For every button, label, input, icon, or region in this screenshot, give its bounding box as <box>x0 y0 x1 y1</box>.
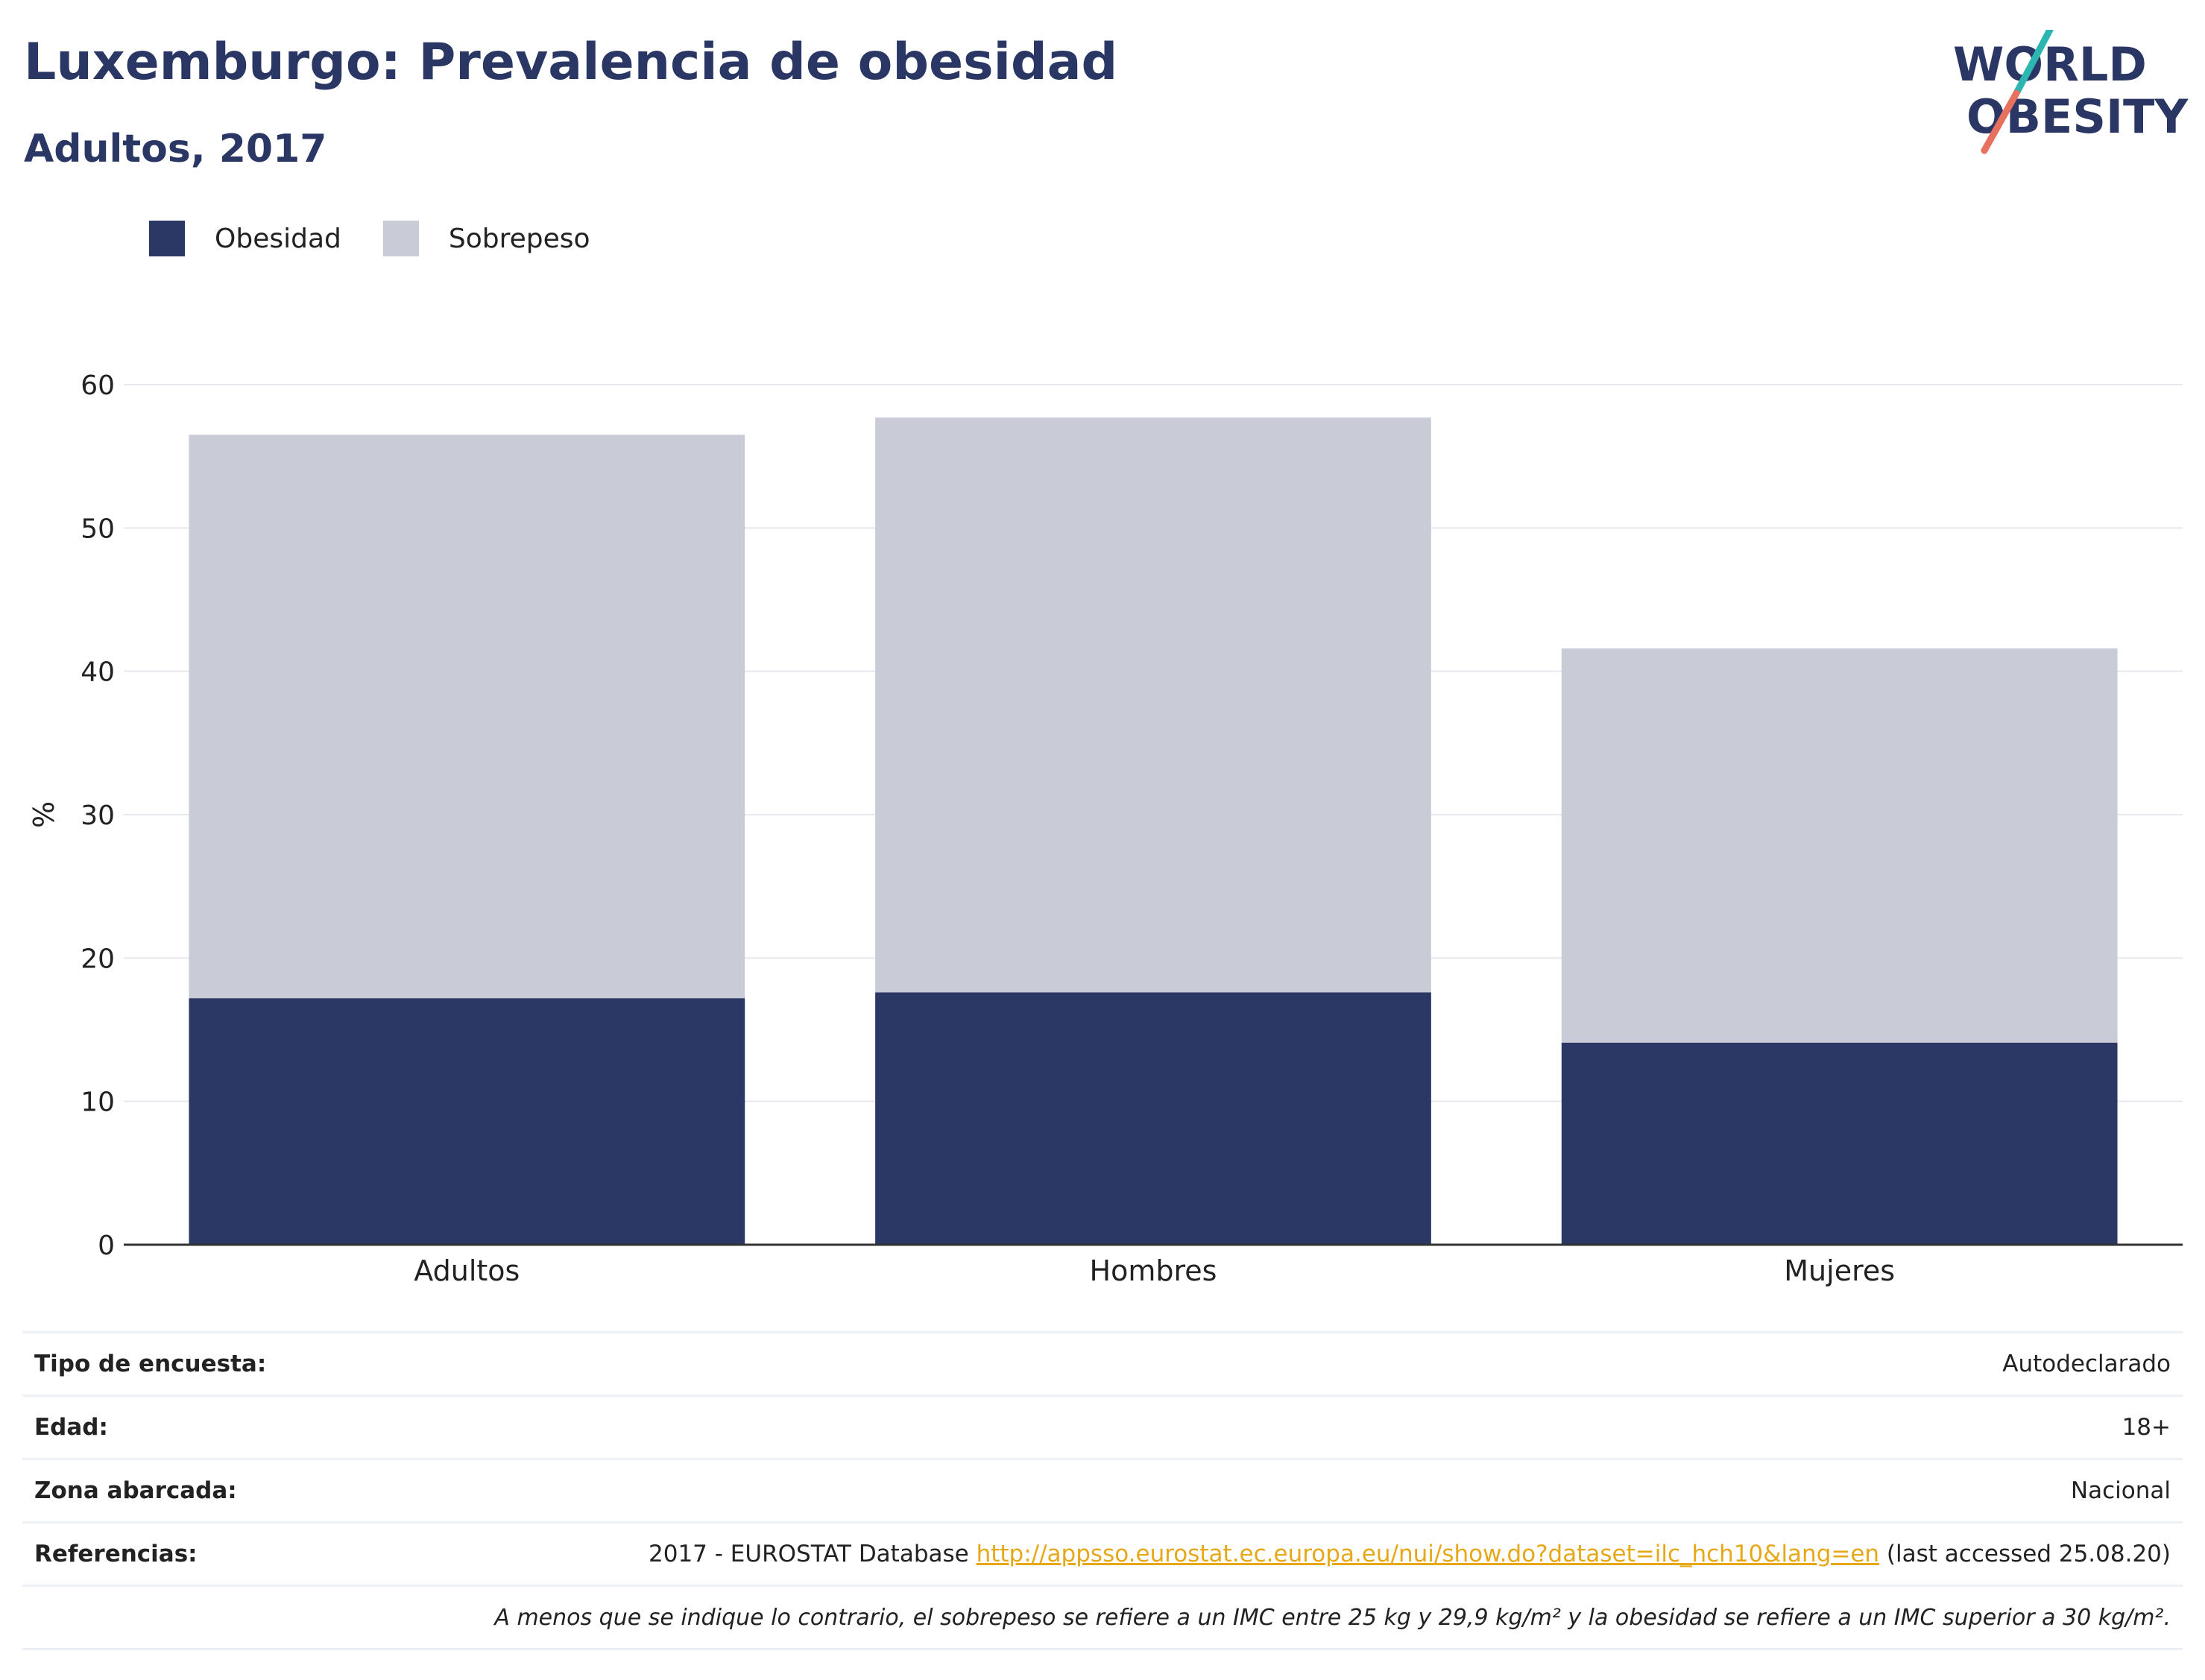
refs-value: 2017 - EUROSTAT Database http://appsso.e… <box>649 1541 2183 1567</box>
refs-prefix: 2017 - EUROSTAT Database <box>649 1541 977 1567</box>
bar-chart: 0 10 20 30 40 50 60% Adultos Hombres Mujeres <box>28 370 2183 1287</box>
y-tick-label-20: 20 <box>81 944 115 974</box>
refs-suffix: (last accessed 25.08.20) <box>1879 1541 2171 1567</box>
refs-link[interactable]: http://appsso.eurostat.ec.europa.eu/nui/… <box>976 1541 1880 1567</box>
definition-note: A menos que se indique lo contrario, el … <box>494 1604 2171 1631</box>
y-tick-label-40: 40 <box>81 657 115 688</box>
y-tick-label-0: 0 <box>98 1231 115 1261</box>
bar-obesidad-adultos <box>189 998 745 1245</box>
age-value: 18+ <box>2122 1414 2171 1441</box>
bar-obesidad-mujeres <box>1561 1042 2118 1245</box>
age-label: Edad: <box>34 1414 108 1441</box>
legend-item-obesidad[interactable]: Obesidad <box>149 221 341 256</box>
y-tick-label-30: 30 <box>81 800 115 831</box>
y-tick-label-10: 10 <box>81 1087 115 1118</box>
info-row-note: A menos que se indique lo contrario, el … <box>22 1585 2183 1650</box>
x-tick-label-adultos: Adultos <box>414 1254 520 1287</box>
bar-obesidad-hombres <box>875 992 1431 1245</box>
y-tick-label-60: 60 <box>81 370 115 401</box>
world-obesity-logo: WORLD OBESITY <box>1953 30 2189 154</box>
bar-sobrepeso-adultos <box>189 435 745 999</box>
page-subtitle: Adultos, 2017 <box>24 127 327 171</box>
bar-sobrepeso-mujeres <box>1561 648 2118 1043</box>
area-value: Nacional <box>2070 1477 2171 1504</box>
legend-label-sobrepeso: Sobrepeso <box>448 223 590 254</box>
info-row-survey: Tipo de encuesta: Autodeclarado <box>22 1331 2183 1395</box>
info-row-area: Zona abarcada: Nacional <box>22 1458 2183 1521</box>
chart-legend: Obesidad Sobrepeso <box>149 221 632 256</box>
logo-coral-stroke <box>1981 89 2020 154</box>
x-tick-label-mujeres: Mujeres <box>1784 1254 1895 1287</box>
info-row-references: Referencias: 2017 - EUROSTAT Database ht… <box>22 1521 2183 1585</box>
info-table: Tipo de encuesta: Autodeclarado Edad: 18… <box>22 1331 2183 1650</box>
legend-swatch-obesidad <box>149 221 185 256</box>
x-tick-label-hombres: Hombres <box>1090 1254 1217 1287</box>
info-row-age: Edad: 18+ <box>22 1395 2183 1458</box>
y-axis-label: % <box>28 801 60 828</box>
y-tick-label-50: 50 <box>81 514 115 544</box>
survey-value: Autodeclarado <box>2002 1351 2171 1377</box>
logo-line1: WORLD <box>1953 37 2147 92</box>
refs-label: Referencias: <box>34 1541 198 1567</box>
logo-teal-stroke <box>2013 30 2054 97</box>
bar-sobrepeso-hombres <box>875 417 1431 993</box>
legend-item-sobrepeso[interactable]: Sobrepeso <box>382 221 590 256</box>
page-title: Luxemburgo: Prevalencia de obesidad <box>24 33 1118 92</box>
legend-swatch-sobrepeso <box>382 221 419 256</box>
survey-label: Tipo de encuesta: <box>34 1351 267 1377</box>
legend-label-obesidad: Obesidad <box>215 223 341 254</box>
area-label: Zona abarcada: <box>34 1477 237 1504</box>
